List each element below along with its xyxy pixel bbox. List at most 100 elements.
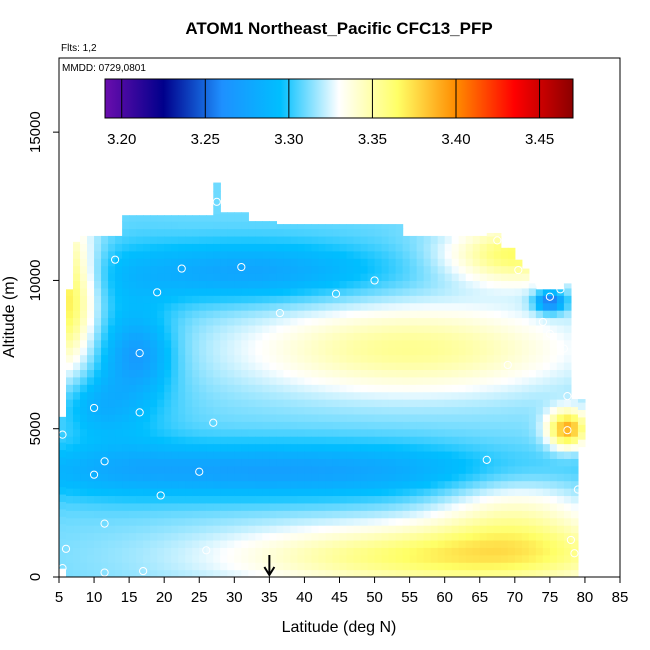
heatmap-cell bbox=[416, 547, 425, 556]
heatmap-cell bbox=[521, 339, 530, 348]
heatmap-cell bbox=[80, 384, 88, 393]
heatmap-cell bbox=[500, 569, 509, 577]
heatmap-cell bbox=[122, 273, 130, 282]
heatmap-cell bbox=[353, 332, 362, 341]
heatmap-cell bbox=[430, 354, 439, 363]
heatmap-cell bbox=[507, 554, 516, 563]
heatmap-cell bbox=[416, 473, 425, 482]
heatmap-cell bbox=[500, 458, 509, 467]
heatmap-cell bbox=[570, 547, 579, 556]
heatmap-cell bbox=[416, 517, 425, 526]
heatmap-cell bbox=[430, 258, 439, 267]
heatmap-cell bbox=[409, 443, 418, 452]
heatmap-cell bbox=[549, 495, 558, 504]
heatmap-cell bbox=[479, 502, 488, 511]
heatmap-cell bbox=[94, 450, 102, 459]
heatmap-cell bbox=[409, 317, 418, 326]
heatmap-cell bbox=[437, 324, 446, 333]
heatmap-cell bbox=[465, 532, 474, 541]
heatmap-cell bbox=[108, 458, 116, 467]
heatmap-cell bbox=[227, 569, 235, 577]
heatmap-cell bbox=[437, 436, 446, 445]
heatmap-cell bbox=[451, 421, 460, 430]
heatmap-cell bbox=[318, 273, 327, 282]
heatmap-cell bbox=[472, 450, 481, 459]
heatmap-cell bbox=[479, 347, 488, 356]
heatmap-cell bbox=[367, 354, 376, 363]
heatmap-cell bbox=[185, 539, 193, 548]
heatmap-cell bbox=[283, 332, 292, 341]
heatmap-cell bbox=[178, 243, 186, 252]
heatmap-cell bbox=[241, 332, 249, 341]
heatmap-cell bbox=[514, 347, 523, 356]
heatmap-cell bbox=[430, 525, 439, 534]
heatmap-cell bbox=[297, 443, 306, 452]
heatmap-cell bbox=[346, 310, 355, 319]
heatmap-cell bbox=[311, 510, 320, 519]
heatmap-cell bbox=[290, 273, 299, 282]
heatmap-cell bbox=[500, 265, 509, 274]
heatmap-cell bbox=[437, 450, 446, 459]
heatmap-cell bbox=[437, 273, 446, 282]
heatmap-cell bbox=[178, 235, 186, 244]
heatmap-cell bbox=[241, 376, 249, 385]
heatmap-cell bbox=[304, 347, 313, 356]
heatmap-cell bbox=[465, 436, 474, 445]
heatmap-cell bbox=[150, 347, 158, 356]
heatmap-cell bbox=[570, 569, 579, 577]
heatmap-cell bbox=[94, 310, 102, 319]
heatmap-cell bbox=[157, 384, 165, 393]
heatmap-cell bbox=[227, 213, 235, 222]
heatmap-cell bbox=[108, 488, 116, 497]
heatmap-cell bbox=[178, 562, 186, 571]
heatmap-cell bbox=[360, 354, 369, 363]
heatmap-cell bbox=[542, 361, 551, 370]
heatmap-cell bbox=[507, 265, 516, 274]
heatmap-cell bbox=[311, 539, 320, 548]
heatmap-cell bbox=[409, 539, 418, 548]
heatmap-cell bbox=[241, 510, 249, 519]
heatmap-cell bbox=[472, 562, 481, 571]
heatmap-cell bbox=[276, 347, 284, 356]
heatmap-cell bbox=[213, 184, 221, 193]
heatmap-cell bbox=[325, 406, 334, 415]
heatmap-cell bbox=[402, 488, 411, 497]
heatmap-cell bbox=[115, 265, 123, 274]
heatmap-cell bbox=[66, 525, 74, 534]
heatmap-cell bbox=[262, 228, 270, 237]
heatmap-cell bbox=[458, 569, 467, 577]
heatmap-cell bbox=[542, 443, 551, 452]
heatmap-cell bbox=[353, 495, 362, 504]
heatmap-cell bbox=[507, 295, 516, 304]
heatmap-cell bbox=[514, 539, 523, 548]
heatmap-cell bbox=[129, 228, 137, 237]
heatmap-cell bbox=[479, 339, 488, 348]
heatmap-cell bbox=[171, 480, 179, 489]
heatmap-cell bbox=[73, 554, 81, 563]
heatmap-cell bbox=[395, 562, 404, 571]
heatmap-cell bbox=[262, 376, 270, 385]
heatmap-cell bbox=[388, 450, 397, 459]
heatmap-cell bbox=[199, 510, 207, 519]
heatmap-cell bbox=[276, 562, 284, 571]
heatmap-cell bbox=[80, 517, 88, 526]
heatmap-cell bbox=[332, 465, 341, 474]
heatmap-cell bbox=[213, 517, 221, 526]
heatmap-cell bbox=[437, 258, 446, 267]
sample-point bbox=[153, 288, 162, 297]
heatmap-cell bbox=[332, 302, 341, 311]
heatmap-cell bbox=[241, 265, 249, 274]
heatmap-cell bbox=[465, 347, 474, 356]
heatmap-cell bbox=[304, 332, 313, 341]
heatmap-cell bbox=[213, 213, 221, 222]
heatmap-cell bbox=[514, 547, 523, 556]
heatmap-cell bbox=[248, 532, 256, 541]
heatmap-cell bbox=[311, 250, 320, 259]
heatmap-cell bbox=[108, 273, 116, 282]
heatmap-cell bbox=[374, 224, 383, 230]
heatmap-cell bbox=[514, 406, 523, 415]
heatmap-cell bbox=[318, 302, 327, 311]
heatmap-cell bbox=[66, 480, 74, 489]
heatmap-cell bbox=[248, 361, 256, 370]
